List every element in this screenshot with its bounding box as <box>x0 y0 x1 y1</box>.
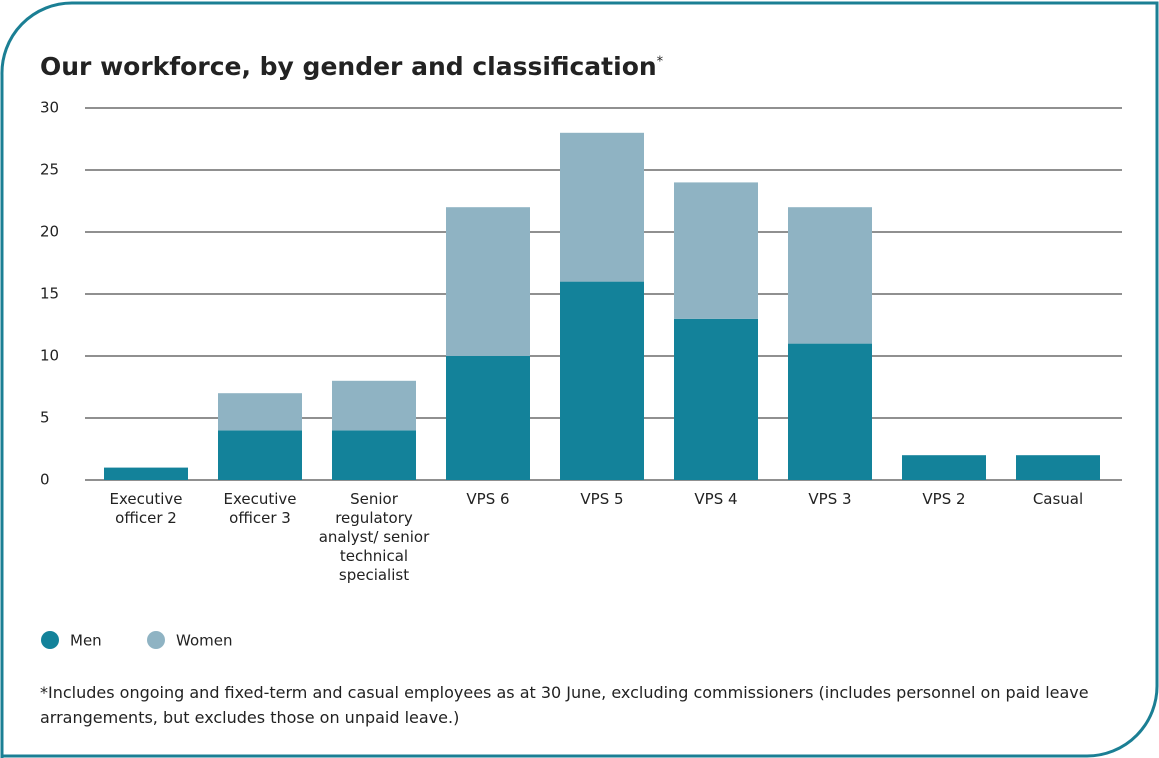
x-tick-label: VPS 4 <box>694 490 738 508</box>
bar-segment <box>332 380 416 431</box>
legend-label: Women <box>176 632 232 650</box>
bar-segment <box>332 430 416 480</box>
x-tick-label: Executive officer 3 <box>223 490 297 527</box>
bar-segment <box>218 430 302 480</box>
bar-segment <box>446 207 530 356</box>
x-tick-label: Senior regulatory analyst/ senior techni… <box>318 490 430 584</box>
y-tick-label: 10 <box>40 347 59 365</box>
bar-segment <box>902 455 986 480</box>
footnote: *Includes ongoing and fixed-term and cas… <box>40 683 1089 727</box>
y-tick-label: 20 <box>40 223 59 241</box>
bar-segment <box>104 467 188 480</box>
x-tick-label: VPS 5 <box>580 490 624 508</box>
y-tick-label: 25 <box>40 161 59 179</box>
x-tick-label: Casual <box>1032 490 1084 508</box>
bar-segment <box>674 318 758 480</box>
y-tick-label: 15 <box>40 285 59 303</box>
bar-segment <box>788 207 872 344</box>
legend-swatch <box>41 631 59 649</box>
bar-segment <box>1016 455 1100 480</box>
bar-segment <box>674 182 758 319</box>
chart-title-block: Our workforce, by gender and classificat… <box>40 52 663 81</box>
bar-segment <box>560 281 644 480</box>
bar-segment <box>446 356 530 480</box>
y-tick-label: 5 <box>40 409 50 427</box>
chart-title: Our workforce, by gender and classificat… <box>40 52 657 81</box>
y-tick-label: 0 <box>40 471 50 489</box>
bar-segment <box>560 132 644 282</box>
x-tick-label: VPS 2 <box>922 490 966 508</box>
legend-swatch <box>147 631 165 649</box>
y-tick-label: 30 <box>40 99 59 117</box>
x-tick-label: VPS 6 <box>466 490 510 508</box>
bar-segment <box>218 393 302 431</box>
bar-segment <box>788 343 872 480</box>
x-tick-label: Executive officer 2 <box>109 490 183 527</box>
title-mark: * <box>656 54 664 70</box>
x-tick-label: VPS 3 <box>808 490 852 508</box>
legend-label: Men <box>70 632 102 650</box>
